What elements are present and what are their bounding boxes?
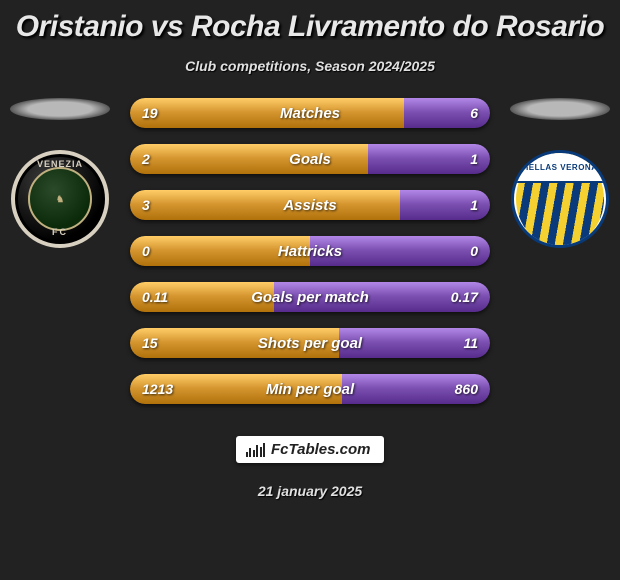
stat-value-left: 1213 bbox=[142, 374, 173, 404]
badge-inner-icon: ♞ bbox=[28, 167, 92, 231]
club-badge-left: VENEZIA ♞ FC bbox=[11, 150, 109, 248]
stat-value-right: 0.17 bbox=[451, 282, 478, 312]
stat-bar-left bbox=[130, 98, 404, 128]
stat-value-right: 11 bbox=[463, 328, 478, 358]
stat-bar-left bbox=[130, 190, 400, 220]
stat-row: 21Goals bbox=[130, 144, 490, 174]
player-silhouette-shadow bbox=[510, 98, 610, 120]
badge-text: FC bbox=[15, 227, 105, 237]
footer: FcTables.com 21 january 2025 bbox=[0, 436, 620, 499]
stat-value-left: 15 bbox=[142, 328, 158, 358]
stat-bars-container: 196Matches21Goals31Assists00Hattricks0.1… bbox=[130, 98, 490, 420]
stat-bar-left bbox=[130, 144, 368, 174]
stat-value-left: 2 bbox=[142, 144, 150, 174]
brand-text: FcTables.com bbox=[271, 441, 370, 458]
stat-row: 00Hattricks bbox=[130, 236, 490, 266]
chart-icon bbox=[246, 443, 266, 457]
brand-badge: FcTables.com bbox=[236, 436, 385, 463]
left-player-side: VENEZIA ♞ FC bbox=[0, 98, 120, 248]
stat-bar-right bbox=[310, 236, 490, 266]
stat-row: 31Assists bbox=[130, 190, 490, 220]
stat-value-left: 0 bbox=[142, 236, 150, 266]
player-silhouette-shadow bbox=[10, 98, 110, 120]
stat-value-right: 1 bbox=[470, 144, 478, 174]
stat-bar-left bbox=[130, 328, 339, 358]
stat-row: 196Matches bbox=[130, 98, 490, 128]
stat-value-right: 0 bbox=[470, 236, 478, 266]
date-text: 21 january 2025 bbox=[258, 483, 362, 499]
page-title: Oristanio vs Rocha Livramento do Rosario bbox=[0, 0, 620, 44]
stat-value-left: 19 bbox=[142, 98, 158, 128]
stat-value-right: 860 bbox=[455, 374, 478, 404]
stat-value-left: 3 bbox=[142, 190, 150, 220]
right-player-side: HELLAS VERONA bbox=[500, 98, 620, 248]
club-badge-right: HELLAS VERONA bbox=[511, 150, 609, 248]
badge-text: HELLAS VERONA bbox=[514, 153, 606, 183]
stat-value-left: 0.11 bbox=[142, 282, 168, 312]
subtitle: Club competitions, Season 2024/2025 bbox=[0, 58, 620, 74]
stat-row: 0.110.17Goals per match bbox=[130, 282, 490, 312]
stat-bar-left bbox=[130, 236, 310, 266]
comparison-panel: VENEZIA ♞ FC HELLAS VERONA 196Matches21G… bbox=[0, 98, 620, 418]
stat-value-right: 6 bbox=[470, 98, 478, 128]
stat-row: 1213860Min per goal bbox=[130, 374, 490, 404]
stat-row: 1511Shots per goal bbox=[130, 328, 490, 358]
stat-value-right: 1 bbox=[470, 190, 478, 220]
